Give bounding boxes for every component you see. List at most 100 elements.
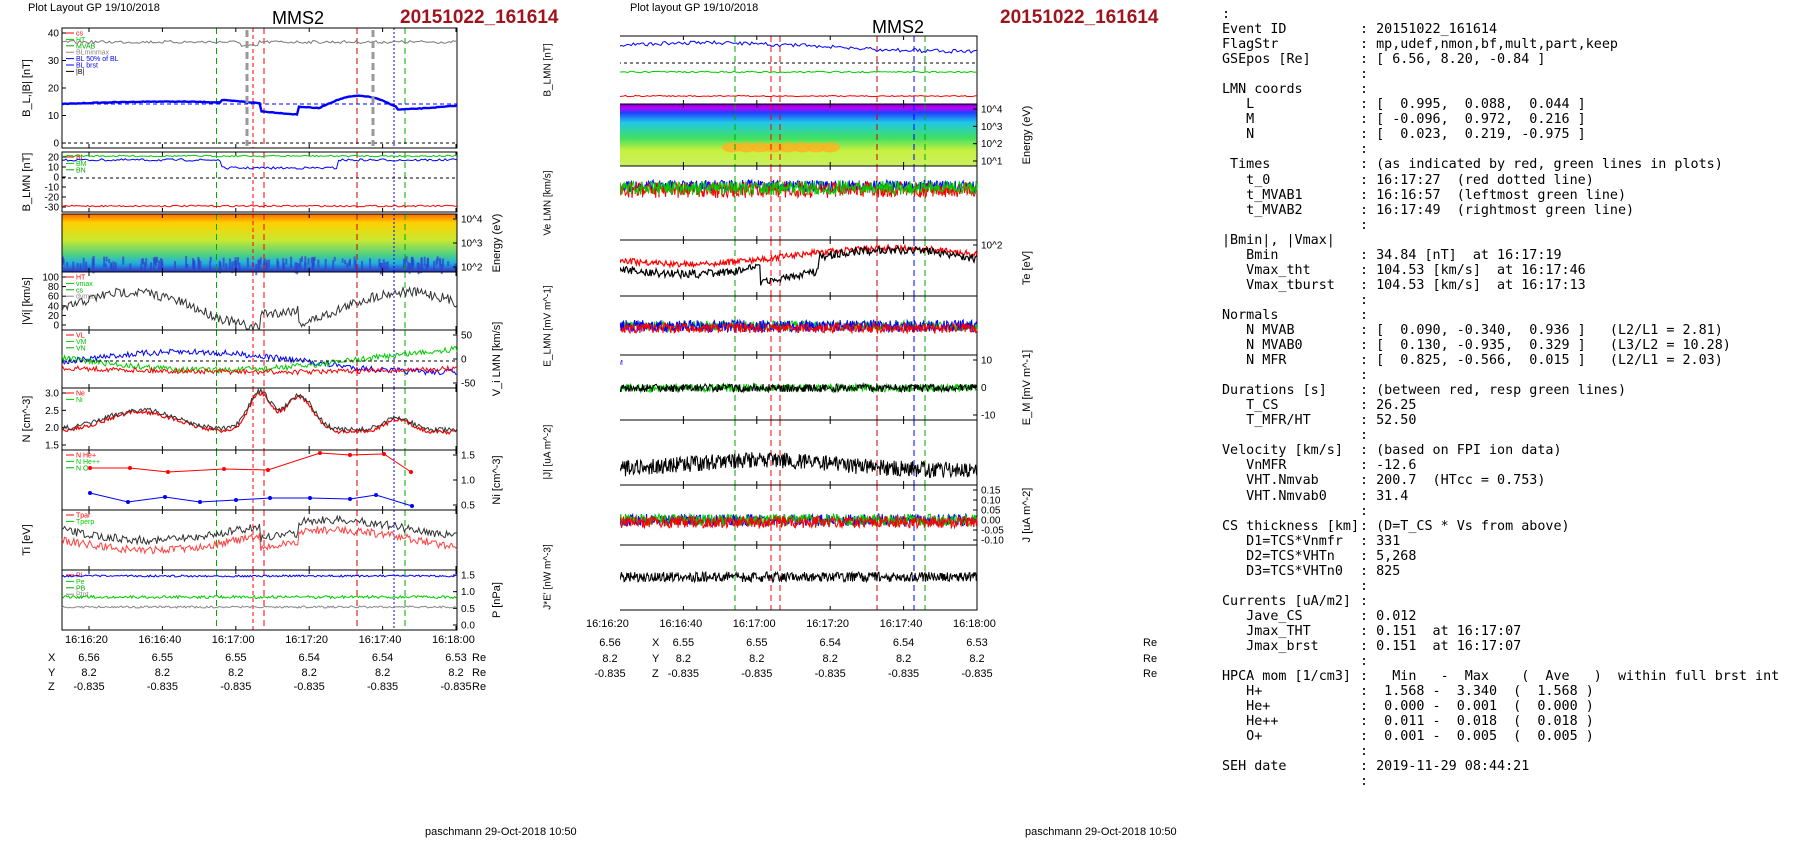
y-tick-label: -30 bbox=[45, 203, 60, 214]
position-unit: Re bbox=[1143, 637, 1158, 649]
spectrogram-speck bbox=[290, 256, 293, 268]
summary-row: T_CS: 26.25 bbox=[1222, 398, 1779, 413]
event-summary-table: : Event ID: 20151022_161614 FlagStr: mp,ud… bbox=[1222, 7, 1779, 789]
y-axis-label: J*E' [nW m^-3] bbox=[542, 544, 554, 610]
y-tick-label: -10 bbox=[981, 411, 996, 422]
spectrogram-speck bbox=[66, 262, 69, 267]
y-axis-label: P [nPa] bbox=[491, 582, 503, 618]
legend-entry: HT bbox=[76, 37, 86, 44]
spectrogram-speck bbox=[265, 259, 268, 270]
series-je bbox=[620, 570, 978, 584]
position-value: 6.54 bbox=[819, 637, 841, 649]
summary-key: |Bmin|, |Vmax| bbox=[1222, 232, 1335, 248]
legend-entry: MVAB bbox=[76, 43, 96, 50]
data-point bbox=[382, 452, 386, 456]
legend-entry: PB bbox=[76, 585, 86, 592]
x-tick-label: 16:16:40 bbox=[138, 634, 182, 646]
summary-row: N MVAB0: [ 0.130, -0.935, 0.329 ] (L3/L2… bbox=[1222, 338, 1779, 353]
legend-entry: BL brst bbox=[76, 63, 98, 70]
panel-frame bbox=[61, 27, 458, 149]
summary-value: : 16:17:27 (red dotted line) bbox=[1360, 172, 1594, 188]
spectrogram-speck bbox=[72, 261, 75, 270]
right-plot-stack: 20151050-5-10-15-20-30BLBMBN10^410^310^2… bbox=[620, 35, 1033, 611]
summary-key: D2=TCS*VHTn bbox=[1222, 548, 1335, 564]
summary-row: N MFR: [ 0.825, -0.566, 0.015 ] (L2/L1 =… bbox=[1222, 353, 1779, 368]
summary-key: N MVAB bbox=[1222, 322, 1295, 338]
summary-row: M: [ -0.096, 0.972, 0.216 ] bbox=[1222, 112, 1779, 127]
summary-key: Vmax_tht bbox=[1222, 262, 1311, 278]
summary-row: : bbox=[1222, 504, 1779, 519]
spectrogram-speck bbox=[419, 263, 422, 274]
spectrogram-speck bbox=[140, 263, 143, 272]
summary-row: Velocity [km/s]: (based on FPI ion data) bbox=[1222, 443, 1779, 458]
series-bl2 bbox=[61, 158, 458, 170]
spectrogram-speck bbox=[298, 263, 301, 268]
y-tick-label: -0.10 bbox=[981, 536, 1004, 547]
y-tick-label: -50 bbox=[461, 379, 476, 390]
spectrogram-speck bbox=[447, 261, 450, 266]
y-axis-label: B_LMN [nT] bbox=[21, 153, 33, 212]
spectrogram-speck bbox=[231, 261, 234, 274]
panel-frame bbox=[620, 419, 978, 486]
summary-value: : bbox=[1360, 292, 1369, 308]
spectrogram-speck bbox=[420, 257, 423, 263]
summary-key: Times bbox=[1222, 157, 1271, 173]
spectrogram-speck bbox=[160, 258, 163, 270]
legend-entry: vmax bbox=[76, 281, 93, 288]
spectrogram bbox=[620, 104, 977, 166]
spectrogram-speck bbox=[346, 262, 349, 268]
summary-row: : bbox=[1222, 7, 1779, 22]
spectrogram-speck bbox=[158, 260, 161, 273]
summary-row: : bbox=[1222, 67, 1779, 82]
summary-value: : 52.50 bbox=[1360, 413, 1417, 429]
panel-frame bbox=[61, 329, 458, 389]
y-tick-label: 0.05 bbox=[981, 506, 1001, 517]
position-value: -0.835 bbox=[741, 668, 773, 680]
summary-row: VHT.Nmvab: 200.7 (HTcc = 0.753) bbox=[1222, 473, 1779, 488]
summary-row: N: [ 0.023, 0.219, -0.975 ] bbox=[1222, 127, 1779, 142]
y-axis-label: Ve LMN [km/s] bbox=[542, 170, 554, 236]
summary-value: : bbox=[1360, 67, 1369, 83]
summary-key: N MVAB0 bbox=[1222, 338, 1303, 354]
spectrogram-speck bbox=[411, 257, 414, 270]
right-panel-2: 10^4 10^3 10^2 10^1 Energy (eV) bbox=[620, 103, 1033, 168]
position-label: Y bbox=[652, 652, 660, 665]
position-value: -0.835 bbox=[667, 668, 699, 680]
y-axis-label: Energy (eV) bbox=[491, 214, 503, 273]
legend-entry: Ne bbox=[76, 391, 85, 398]
event-title-left: 20151022_161614 bbox=[400, 7, 559, 28]
summary-row: : bbox=[1222, 774, 1779, 789]
series-bl bbox=[620, 40, 978, 54]
summary-key: VHT.Nmvab0 bbox=[1222, 488, 1327, 504]
summary-value: : -12.6 bbox=[1360, 458, 1417, 474]
right-panel-3: 2000-200-400VLVMVN bbox=[620, 165, 978, 241]
summary-key: Durations [s] bbox=[1222, 383, 1327, 399]
position-value: 8.2 bbox=[154, 666, 171, 679]
position-value: 6.55 bbox=[672, 637, 695, 649]
y-tick-label: 20 bbox=[48, 311, 60, 322]
y-axis-label: B_LMN [nT] bbox=[542, 43, 554, 97]
y-tick-label: 80 bbox=[48, 282, 60, 293]
position-value: 8.2 bbox=[228, 666, 244, 679]
y-tick-label: 40 bbox=[48, 29, 60, 40]
summary-row: : bbox=[1222, 744, 1779, 759]
summary-key: Event ID bbox=[1222, 22, 1287, 38]
data-point bbox=[318, 451, 322, 455]
y-tick-label: 0.0 bbox=[461, 621, 475, 632]
y-tick-label: 0 bbox=[53, 173, 59, 184]
x-tick-label: 16:17:20 bbox=[285, 634, 329, 646]
panel-frame bbox=[61, 151, 458, 213]
summary-key: FlagStr bbox=[1222, 37, 1279, 53]
summary-key: He++ bbox=[1222, 714, 1279, 730]
summary-value: : Min - Max ( Ave ) within full brst int bbox=[1360, 669, 1780, 685]
series-bm bbox=[61, 154, 458, 158]
series-jm bbox=[620, 514, 978, 530]
summary-key: t_MVAB2 bbox=[1222, 202, 1303, 218]
summary-value: : (as indicated by red, green lines in p… bbox=[1360, 157, 1723, 173]
y-axis-label: E_M [mV m^-1] bbox=[1021, 350, 1033, 425]
summary-key: : bbox=[1222, 7, 1231, 22]
summary-row: VHT.Nmvab0: 31.4 bbox=[1222, 489, 1779, 504]
y-tick-label: -0.05 bbox=[981, 526, 1004, 537]
summary-value: : [ -0.096, 0.972, 0.216 ] bbox=[1360, 112, 1586, 128]
